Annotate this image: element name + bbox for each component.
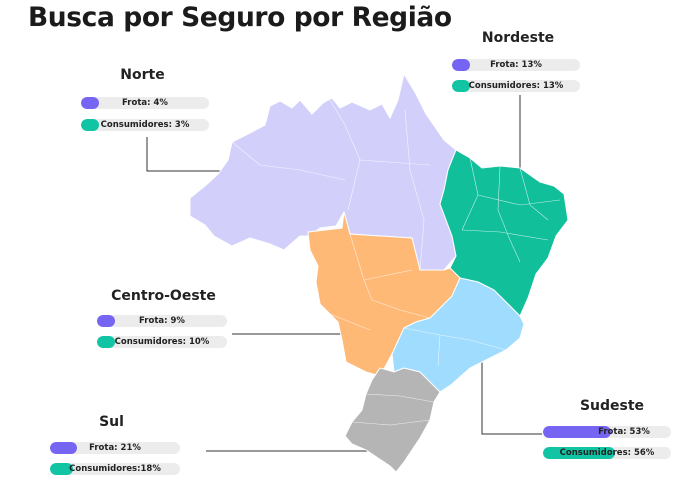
region-label-centro-oeste: Centro-Oeste	[111, 288, 216, 304]
frota-fill-nordeste	[452, 59, 470, 71]
region-nordeste-shape	[439, 149, 569, 317]
connector-sudeste	[481, 350, 542, 435]
consumidores-bar-nordeste: Consumidores: 13%	[452, 80, 580, 92]
consumidores-label-sudeste: Consumidores: 56%	[559, 448, 655, 458]
frota-fill-sul	[50, 442, 78, 454]
frota-label-norte: Frota: 4%	[122, 98, 168, 108]
frota-bar-nordeste: Frota: 13%	[452, 59, 580, 71]
frota-fill-norte	[81, 97, 99, 109]
consumidores-fill-sudeste	[543, 447, 615, 459]
region-sudeste-shape	[391, 277, 525, 393]
consumidores-bar-sul: Consumidores:18%	[50, 463, 180, 475]
consumidores-label-centro-oeste: Consumidores: 10%	[114, 337, 210, 347]
frota-bar-sul: Frota: 21%	[50, 442, 180, 454]
consumidores-bar-norte: Consumidores: 3%	[81, 119, 209, 131]
consumidores-fill-norte	[81, 119, 99, 131]
frota-label-sul: Frota: 21%	[89, 443, 141, 453]
frota-label-sudeste: Frota: 53%	[598, 427, 650, 437]
frota-label-nordeste: Frota: 13%	[490, 60, 542, 70]
consumidores-bar-centro-oeste: Consumidores: 10%	[97, 336, 227, 348]
region-label-norte: Norte	[120, 67, 165, 83]
chart-title: Busca por Seguro por Região	[28, 2, 452, 33]
region-label-sudeste: Sudeste	[579, 398, 645, 414]
connector-norte	[146, 137, 238, 172]
consumidores-label-nordeste: Consumidores: 13%	[468, 81, 564, 91]
consumidores-label-norte: Consumidores: 3%	[100, 120, 190, 130]
frota-fill-sudeste	[543, 426, 611, 438]
region-label-sul: Sul	[99, 414, 124, 430]
consumidores-fill-nordeste	[452, 80, 470, 92]
state-borders	[231, 99, 561, 426]
consumidores-bar-sudeste: Consumidores: 56%	[543, 447, 671, 459]
frota-label-centro-oeste: Frota: 9%	[139, 316, 185, 326]
region-sul-shape	[344, 367, 441, 473]
consumidores-fill-centro-oeste	[97, 336, 115, 348]
region-label-nordeste: Nordeste	[481, 30, 555, 46]
consumidores-fill-sul	[50, 463, 74, 475]
frota-bar-norte: Frota: 4%	[81, 97, 209, 109]
frota-bar-sudeste: Frota: 53%	[543, 426, 671, 438]
consumidores-label-sul: Consumidores:18%	[69, 464, 161, 474]
connector-lines	[146, 95, 542, 452]
frota-bar-centro-oeste: Frota: 9%	[97, 315, 227, 327]
frota-fill-centro-oeste	[97, 315, 115, 327]
